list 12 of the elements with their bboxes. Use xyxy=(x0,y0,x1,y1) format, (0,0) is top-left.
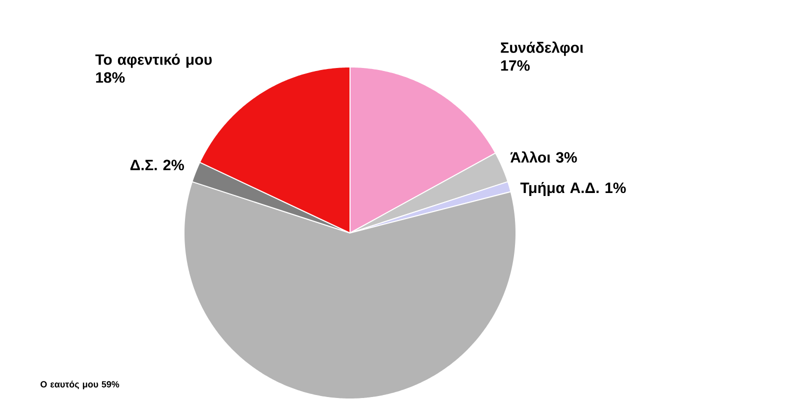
data-label: 2% xyxy=(163,160,184,170)
data-label: 17% xyxy=(501,60,530,71)
data-label: 3% xyxy=(556,152,577,163)
slice-label: Το αφεντικό μου xyxy=(95,54,212,68)
slice-label: Δ.Σ. xyxy=(130,160,157,170)
slice-label: Άλλοι xyxy=(510,151,550,163)
data-label: 18% xyxy=(96,72,125,83)
slice-label: Ο εαυτός μου xyxy=(40,380,98,390)
slice-label: Συνάδελφοι xyxy=(500,42,584,56)
slice-label: Τμήμα Α.Δ. xyxy=(520,182,599,196)
data-label: 59% xyxy=(102,381,120,388)
data-label: 1% xyxy=(606,182,626,194)
